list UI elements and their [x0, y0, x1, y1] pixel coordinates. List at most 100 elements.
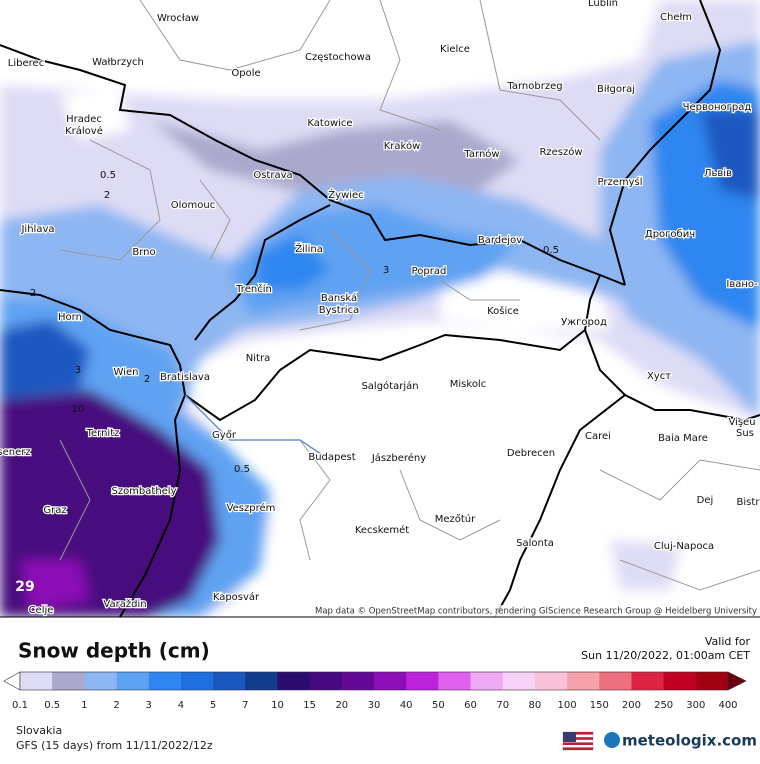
colorbar-swatch: [631, 672, 665, 690]
city-label: Győr: [212, 429, 237, 441]
colorbar-tick-label: 7: [242, 700, 248, 711]
city-label: Žilina: [295, 242, 323, 255]
colorbar-swatch: [374, 672, 407, 690]
colorbar-swatch: [245, 672, 278, 690]
colorbar-tick-label: 20: [335, 700, 348, 711]
city-label: Baia Mare: [658, 433, 708, 444]
colorbar-tick-label: 150: [590, 700, 609, 711]
colorbar-swatch: [534, 672, 568, 690]
colorbar: 0.1 0.5 1 2 3 4 5 7 10 15 20 30 40 50 60 70 80 100 150 200 2…: [3, 671, 747, 711]
city-label: Хуст: [647, 371, 671, 382]
city-label: Katowice: [307, 118, 352, 129]
colorbar-tick-label: 80: [529, 700, 542, 711]
map: Wrocław Lublin Chełm Liberec Wałbrzych Często…: [0, 0, 760, 617]
colorbar-tick-label: 400: [718, 700, 737, 711]
city-label: Celje: [29, 605, 54, 616]
country-borders: [0, 0, 760, 617]
colorbar-tick-label: 70: [496, 700, 509, 711]
contour-label: 2: [144, 374, 150, 385]
city-label: Ternitz: [86, 428, 120, 439]
city-label: Opole: [231, 68, 260, 79]
contour-label: 3: [383, 265, 389, 276]
city-label: Nitra: [246, 353, 270, 364]
city-label: Mezőtúr: [435, 513, 476, 525]
colorbar-tick-label: 4: [178, 700, 184, 711]
logo-icon: [604, 732, 620, 748]
city-label: Chełm: [660, 12, 692, 23]
city-label: Lublin: [588, 0, 618, 9]
admin-borders: [59, 0, 760, 591]
city-label: Horn: [58, 312, 82, 323]
city-label: Banská: [321, 292, 357, 304]
city-label: Carei: [585, 431, 611, 442]
colorbar-tick-label: 300: [686, 700, 705, 711]
attribution: Map data © OpenStreetMap contributors, r…: [315, 607, 757, 617]
city-label: Wrocław: [157, 13, 199, 24]
city-label: Kraków: [384, 140, 421, 152]
contour-label: 0.5: [543, 245, 559, 256]
city-label: Bratislava: [160, 372, 210, 383]
city-label: Ужгород: [561, 317, 607, 328]
city-label: Sus: [736, 428, 754, 439]
city-label: Košice: [487, 305, 519, 317]
city-label: Rzeszów: [539, 146, 582, 158]
colorbar-swatch: [695, 672, 729, 690]
map-labels: Wrocław Lublin Chełm Liberec Wałbrzych Często…: [0, 0, 760, 617]
city-label: Trenčín: [235, 283, 272, 295]
colorbar-swatch: [52, 672, 85, 690]
city-label: Veszprém: [227, 502, 276, 514]
valid-label: Valid for: [705, 635, 751, 648]
city-label: Bistr: [737, 497, 760, 508]
city-label: Budapest: [308, 452, 355, 463]
contour-label: 0.5: [100, 170, 116, 181]
city-label: Bardejov: [478, 235, 522, 246]
max-label: 29: [15, 579, 34, 595]
city-label: Дрогобич: [645, 229, 695, 240]
colorbar-tick-label: 0.5: [44, 700, 60, 711]
colorbar-tick-label: 3: [146, 700, 152, 711]
city-label: Debrecen: [507, 448, 555, 459]
colorbar-tick-label: 1: [81, 700, 87, 711]
colorbar-swatch: [20, 672, 53, 690]
snow-shading: [0, 0, 760, 617]
city-label: Żywiec: [328, 188, 363, 201]
valid-time: Sun 11/20/2022, 01:00am CET: [581, 649, 750, 662]
legend-title: Snow depth (cm): [18, 639, 210, 663]
city-label: Vişeu: [728, 417, 755, 428]
contour-label: 2: [30, 288, 36, 299]
colorbar-swatch: [84, 672, 117, 690]
colorbar-over: [727, 671, 747, 691]
colorbar-tick-label: 15: [303, 700, 316, 711]
city-label: Червоноград: [683, 102, 752, 113]
city-label: Olomouc: [171, 200, 215, 211]
river: [184, 394, 331, 461]
colorbar-tick-label: 30: [368, 700, 381, 711]
brand[interactable]: meteologix.com: [622, 732, 757, 750]
colorbar-swatch: [470, 672, 504, 690]
colorbar-tick-label: 5: [210, 700, 216, 711]
colorbar-tick-label: 200: [622, 700, 641, 711]
city-label: Liberec: [8, 58, 44, 69]
us-flag[interactable]: [562, 731, 594, 751]
region: Slovakia: [16, 724, 62, 737]
city-label: Kecskemét: [355, 524, 409, 536]
city-label: Králové: [65, 125, 103, 137]
city-label: Kaposvár: [213, 591, 260, 603]
city-label: senerz: [0, 447, 31, 458]
city-label: Kielce: [440, 44, 470, 55]
city-label: Tarnobrzeg: [506, 81, 562, 92]
city-label: Varaždin: [103, 598, 146, 610]
city-label: Cluj-Napoca: [654, 541, 714, 552]
city-label: Wien: [114, 367, 139, 378]
colorbar-swatch: [663, 672, 697, 690]
colorbar-swatch: [406, 672, 439, 690]
colorbar-swatch: [116, 672, 150, 690]
city-label: Wałbrzych: [92, 57, 144, 68]
contour-label: 2: [104, 190, 110, 201]
city-label: Ostrava: [253, 170, 292, 181]
contour-label: 3: [75, 365, 81, 376]
city-label: Graz: [43, 505, 66, 516]
model-run: GFS (15 days) from 11/11/2022/12z: [16, 739, 213, 752]
